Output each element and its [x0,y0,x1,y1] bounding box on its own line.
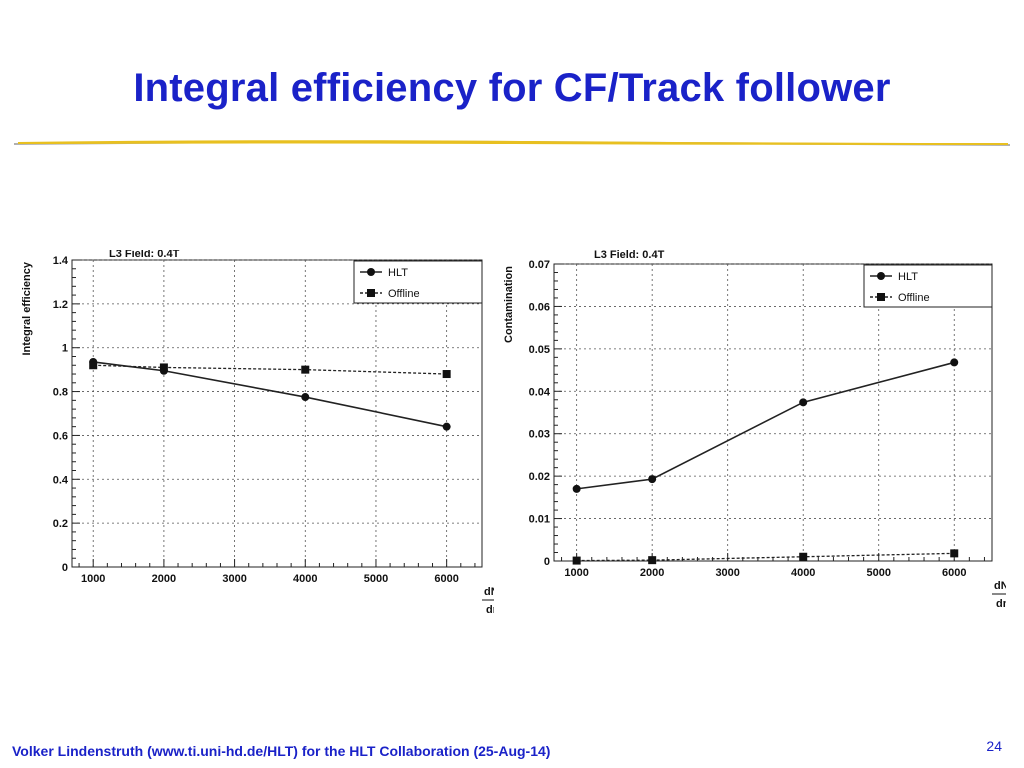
data-point-offline [89,361,98,370]
data-point-hlt [442,422,451,431]
x-tick-label: 6000 [434,573,458,585]
x-tick-label: 6000 [942,567,966,579]
data-point-offline [648,556,657,565]
contamination-chart: 0 0.01 0.02 0.03 0.04 0.05 0.06 0.07 1000 2000 300… [496,238,1020,610]
page-number: 24 [986,738,1002,754]
chart-title: L3 Field: 0.4T [594,249,665,261]
x-axis-label-numerator: dN [994,580,1006,592]
x-axis-label-denominator: dη [486,604,494,616]
efficiency-chart-svg: 0 0.2 0.4 0.6 0.8 1 1.2 1.4 1000 2000 3000 4000 5000… [21,248,510,616]
data-point-offline [950,549,959,558]
x-tick-label: 1000 [81,573,105,585]
x-tick-label: 4000 [293,573,317,585]
y-tick-label: 0.03 [529,429,550,441]
x-axis-label-numerator: dN [484,586,494,598]
legend-marker-hlt [877,272,885,280]
footer-credit: Volker Lindenstruth (www.ti.uni-hd.de/HL… [12,743,551,759]
x-tick-label: 5000 [364,573,388,585]
legend-label-hlt: HLT [388,267,408,279]
efficiency-chart: 0 0.2 0.4 0.6 0.8 1 1.2 1.4 1000 2000 3000 4000 5000… [14,248,510,620]
y-tick-label: 1.4 [53,255,69,267]
y-axis-label: Contamination [503,266,515,343]
legend-box [353,260,483,304]
data-point-hlt [950,358,959,367]
series-line-offline [93,364,447,375]
x-tick-label: 2000 [640,567,664,579]
y-tick-label: 1 [62,343,68,355]
contamination-chart-svg: 0 0.01 0.02 0.03 0.04 0.05 0.06 0.07 1000 2000 300… [503,249,1020,610]
legend-marker-hlt [367,268,375,276]
data-point-offline [572,556,581,565]
y-tick-label: 0.2 [53,518,68,530]
y-tick-label: 0.02 [529,471,550,483]
y-tick-label: 0.8 [53,387,68,399]
legend-box [863,264,993,308]
data-point-offline [442,370,451,379]
legend-label-offline: Offline [388,288,420,300]
series-line-hlt [576,361,955,490]
y-tick-label: 0.06 [529,301,550,313]
chart-title: L3 Field: 0.4T [109,250,180,260]
data-point-offline [799,552,808,561]
y-tick-label: 0 [544,556,550,568]
legend-label-offline: Offline [898,292,930,304]
y-tick-label: 0.4 [53,474,69,486]
y-tick-label: 0.05 [529,344,550,356]
x-tick-label: 2000 [152,573,176,585]
legend-marker-offline [367,289,375,297]
y-tick-label: 0.01 [529,514,550,526]
y-axis-label: Integral efficiency [21,261,33,355]
data-point-hlt [572,484,581,493]
y-tick-label: 0 [62,562,68,574]
data-point-offline [301,365,310,374]
title-underline [14,140,1010,146]
x-tick-label: 5000 [866,567,890,579]
data-point-hlt [799,398,808,407]
x-tick-label: 4000 [791,567,815,579]
y-tick-label: 0.04 [529,386,551,398]
x-tick-label: 1000 [564,567,588,579]
slide-title: Integral efficiency for CF/Track followe… [133,66,891,110]
y-tick-label: 0.07 [529,259,550,271]
legend-label-hlt: HLT [898,271,918,283]
x-tick-label: 3000 [715,567,739,579]
y-tick-label: 0.6 [53,430,68,442]
plot-frame [71,259,483,568]
data-point-hlt [648,475,657,484]
data-point-hlt [301,393,310,402]
y-tick-label: 1.2 [53,299,68,311]
plot-frame [553,263,993,562]
series-line-offline [576,552,955,562]
x-axis-label-denominator: dη [996,598,1006,608]
data-point-offline [159,363,168,372]
x-tick-label: 3000 [222,573,246,585]
title-underline-stroke [18,140,1008,145]
legend-marker-offline [877,293,885,301]
